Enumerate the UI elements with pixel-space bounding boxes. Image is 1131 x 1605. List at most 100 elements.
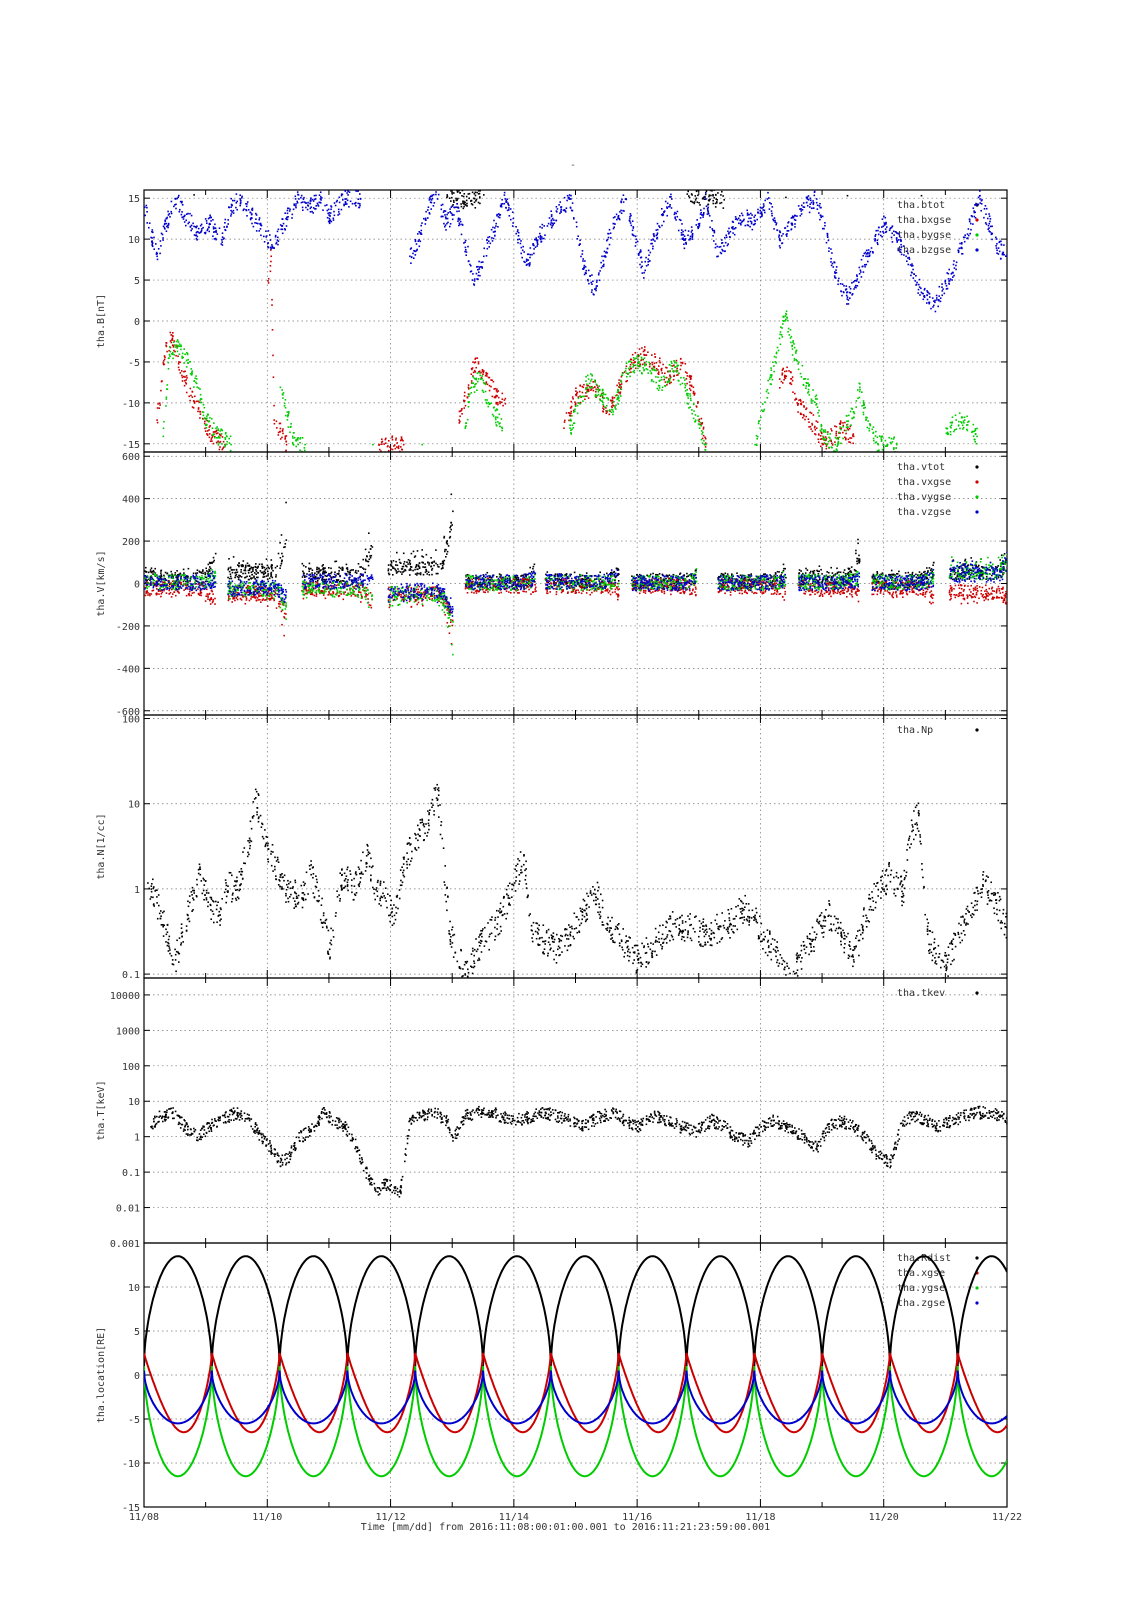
data-point — [797, 411, 799, 413]
data-point — [826, 242, 828, 244]
data-point — [277, 244, 279, 246]
data-point — [822, 436, 824, 438]
data-point — [850, 424, 852, 426]
data-point — [620, 201, 622, 203]
data-point — [401, 438, 403, 440]
data-point — [632, 220, 634, 222]
data-point — [315, 205, 317, 207]
data-point — [489, 377, 491, 379]
data-point — [794, 223, 796, 225]
data-point — [1117, 417, 1119, 419]
data-point — [817, 208, 819, 210]
data-point — [1025, 427, 1027, 429]
data-point — [875, 431, 877, 433]
data-point — [676, 360, 678, 362]
data-point — [749, 226, 751, 228]
data-point — [453, 207, 455, 209]
data-point — [157, 407, 159, 409]
data-point — [209, 425, 211, 427]
data-point — [1082, 407, 1084, 409]
data-point — [774, 220, 776, 222]
data-point — [1112, 302, 1114, 304]
data-point — [1063, 427, 1065, 429]
data-point — [452, 214, 454, 216]
data-point — [175, 355, 177, 357]
data-point — [880, 231, 882, 233]
data-point — [892, 441, 894, 443]
data-point — [171, 342, 173, 344]
data-point — [1091, 431, 1093, 433]
data-point — [159, 404, 161, 406]
data-point — [929, 296, 931, 298]
data-point — [482, 261, 484, 263]
data-point — [784, 227, 786, 229]
data-point — [676, 362, 678, 364]
data-point — [1044, 428, 1046, 430]
data-point — [1082, 290, 1084, 292]
data-point — [419, 232, 421, 234]
data-point — [221, 239, 223, 241]
data-point — [826, 445, 828, 447]
data-point — [841, 295, 843, 297]
data-point — [757, 212, 759, 214]
data-point — [1041, 426, 1043, 428]
data-point — [560, 211, 562, 213]
data-point — [939, 286, 941, 288]
data-point — [825, 429, 827, 431]
data-point — [497, 226, 499, 228]
data-point — [528, 253, 530, 255]
data-point — [906, 251, 908, 253]
data-point — [791, 346, 793, 348]
data-point — [535, 237, 537, 239]
data-point — [1050, 426, 1052, 428]
data-point — [221, 443, 223, 445]
data-point — [991, 239, 993, 241]
data-point — [270, 256, 272, 258]
data-point — [396, 446, 398, 448]
data-point — [616, 399, 618, 401]
data-point — [771, 375, 773, 377]
data-point — [329, 215, 331, 217]
data-point — [695, 195, 697, 197]
data-point — [992, 233, 994, 235]
data-point — [669, 380, 671, 382]
data-point — [691, 194, 693, 196]
data-point — [800, 210, 802, 212]
data-point — [828, 247, 830, 249]
data-point — [285, 415, 287, 417]
panel-data-B — [144, 186, 1131, 454]
data-point — [761, 409, 763, 411]
data-point — [475, 207, 477, 209]
data-point — [1102, 415, 1104, 417]
data-point — [666, 215, 668, 217]
data-point — [677, 374, 679, 376]
data-point — [282, 229, 284, 231]
data-point — [1114, 303, 1116, 305]
data-point — [217, 440, 219, 442]
data-point — [571, 406, 573, 408]
data-point — [608, 399, 610, 401]
data-point — [647, 372, 649, 374]
data-point — [1092, 408, 1094, 410]
data-point — [529, 262, 531, 264]
data-point — [1096, 313, 1098, 315]
data-point — [458, 218, 460, 220]
data-point — [1092, 400, 1094, 402]
data-point — [255, 218, 257, 220]
data-point — [282, 233, 284, 235]
data-point — [206, 230, 208, 232]
data-point — [629, 218, 631, 220]
data-point — [613, 228, 615, 230]
data-point — [151, 240, 153, 242]
data-point — [489, 403, 491, 405]
data-point — [204, 407, 206, 409]
data-point — [453, 200, 455, 202]
data-point — [926, 295, 928, 297]
data-point — [721, 249, 723, 251]
data-point — [606, 252, 608, 254]
data-point — [650, 252, 652, 254]
data-point — [412, 253, 414, 255]
data-point — [160, 240, 162, 242]
data-point — [156, 253, 158, 255]
data-point — [691, 230, 693, 232]
